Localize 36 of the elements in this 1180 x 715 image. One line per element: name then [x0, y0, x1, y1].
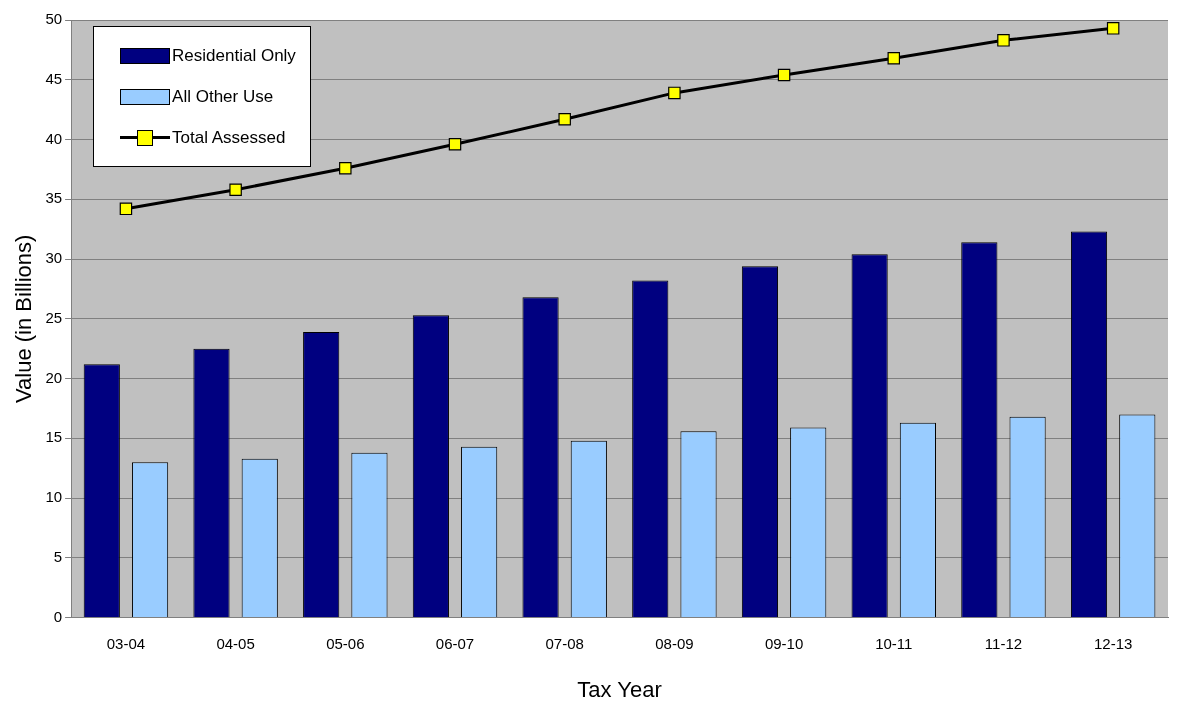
- y-tick-label: 50: [45, 10, 63, 28]
- point: [448, 138, 462, 151]
- x-axis-title: Tax Year: [577, 676, 662, 702]
- y-tick-label: 35: [45, 189, 63, 207]
- y-tick-label: 30: [45, 249, 63, 267]
- x-tick-label: 12-13: [1093, 634, 1133, 652]
- point: [777, 68, 791, 82]
- legend-label: Total Assessed: [172, 127, 286, 148]
- y-tick-label: 15: [45, 428, 63, 446]
- y-tick-label: 45: [45, 69, 63, 87]
- y-tick-label: 20: [45, 368, 63, 386]
- x-tick-label: 04-05: [216, 634, 255, 652]
- point: [1106, 22, 1120, 35]
- legend-label: Residential Only: [172, 45, 296, 66]
- y-axis-title: Value (in Billions): [11, 234, 37, 403]
- point: [558, 112, 571, 126]
- x-tick-label: 07-08: [545, 634, 584, 652]
- x-tick-label: 09-10: [764, 634, 804, 652]
- point: [668, 86, 681, 100]
- x-tick-label: 08-09: [655, 634, 694, 652]
- legend-label: All Other Use: [172, 86, 274, 107]
- x-tick-label: 11-12: [984, 634, 1023, 652]
- x-tick-label: 05-06: [326, 634, 365, 652]
- y-tick-label: 25: [45, 308, 63, 326]
- y-tick-label: 40: [45, 129, 63, 147]
- y-tick-label: 5: [53, 547, 63, 565]
- point: [119, 202, 133, 216]
- point: [997, 34, 1010, 47]
- point: [887, 51, 901, 65]
- x-tick-label: 03-04: [106, 634, 146, 652]
- point: [229, 183, 242, 196]
- point: [339, 161, 352, 175]
- y-tick-label: 0: [53, 607, 63, 625]
- y-tick-label: 10: [45, 488, 63, 506]
- x-tick-label: 10-11: [875, 634, 913, 652]
- x-tick-label: 06-07: [435, 634, 475, 652]
